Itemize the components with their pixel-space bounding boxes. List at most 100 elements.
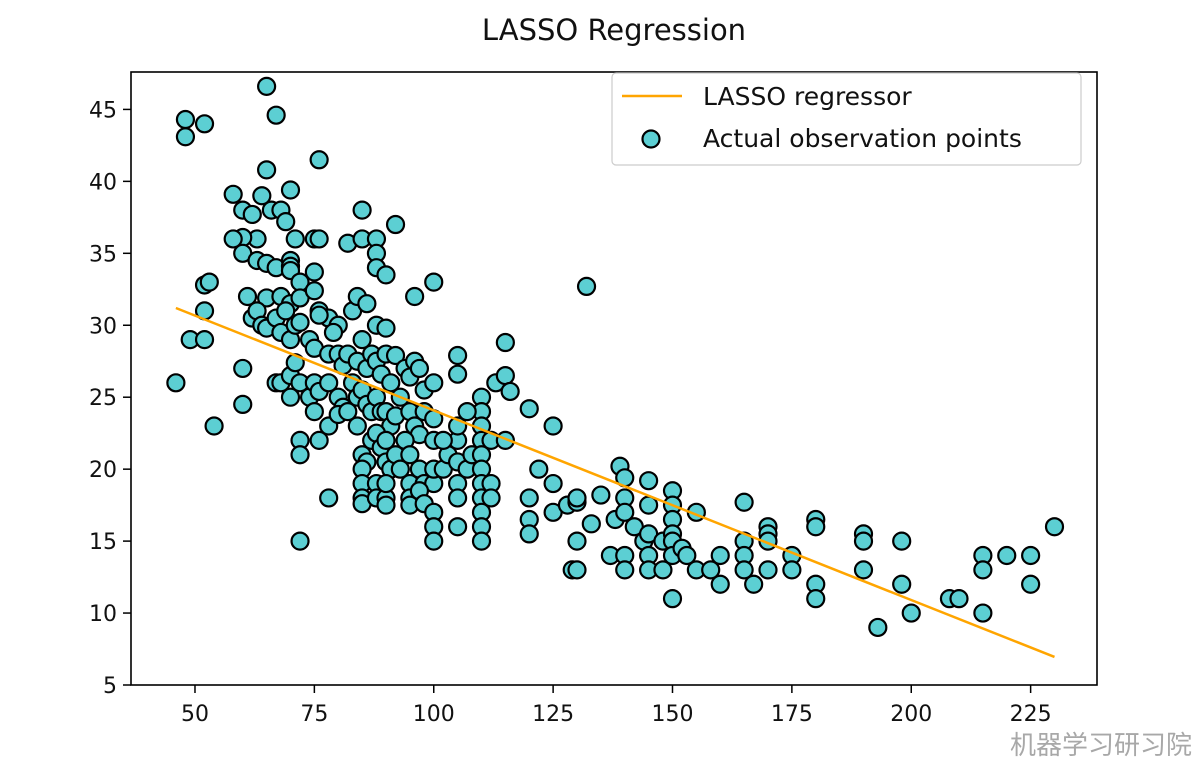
legend-label-points: Actual observation points xyxy=(703,124,1022,153)
y-tick-label: 30 xyxy=(89,314,117,339)
x-axis: 50 75 100 125 150 175 200 225 xyxy=(181,685,1052,727)
y-tick-label: 15 xyxy=(89,530,117,555)
data-point xyxy=(448,517,468,537)
data-point xyxy=(266,105,286,125)
data-point xyxy=(385,345,406,366)
data-point xyxy=(853,560,874,580)
data-point xyxy=(433,430,453,450)
data-point xyxy=(1021,545,1041,566)
data-point xyxy=(949,589,969,609)
data-point xyxy=(352,330,372,350)
y-tick-label: 25 xyxy=(89,386,117,411)
data-point xyxy=(223,229,243,249)
data-point xyxy=(653,560,673,580)
data-point xyxy=(376,473,396,494)
legend-label-line: LASSO regressor xyxy=(703,82,912,111)
data-point xyxy=(233,394,253,415)
data-point xyxy=(448,364,468,384)
data-point xyxy=(280,180,301,200)
data-point xyxy=(806,517,826,537)
data-point xyxy=(567,488,587,508)
data-point xyxy=(677,545,697,566)
data-point xyxy=(376,265,396,285)
data-point xyxy=(734,492,754,512)
data-point xyxy=(376,430,396,450)
data-point xyxy=(309,305,329,325)
data-point xyxy=(233,358,253,379)
data-point xyxy=(194,114,215,134)
x-tick-label: 100 xyxy=(413,702,455,727)
data-point xyxy=(782,560,802,580)
data-point xyxy=(290,312,310,332)
data-point xyxy=(973,603,993,623)
data-point xyxy=(701,560,721,580)
data-point xyxy=(997,545,1017,566)
data-point xyxy=(400,445,420,465)
data-point xyxy=(290,445,310,465)
data-point xyxy=(242,204,262,225)
x-tick-label: 75 xyxy=(300,702,328,727)
data-point xyxy=(252,186,272,206)
data-point xyxy=(304,401,324,422)
plot-marks xyxy=(166,76,1065,659)
y-axis: 5 10 15 20 25 30 35 40 45 xyxy=(89,98,131,699)
data-point xyxy=(194,330,215,350)
data-point xyxy=(710,574,730,594)
data-point xyxy=(639,471,659,491)
data-point xyxy=(615,502,635,522)
data-point xyxy=(758,560,778,580)
chart-title: LASSO Regression xyxy=(482,13,746,47)
data-point xyxy=(175,127,196,147)
data-point xyxy=(199,272,219,292)
legend: LASSO regressor Actual observation point… xyxy=(611,72,1082,166)
data-point xyxy=(352,200,372,220)
data-point xyxy=(576,276,597,297)
data-point xyxy=(662,589,683,609)
data-point xyxy=(519,399,539,419)
data-point xyxy=(276,212,296,232)
data-point xyxy=(323,322,344,343)
data-point xyxy=(319,373,339,393)
data-point xyxy=(710,545,730,566)
data-point xyxy=(357,294,377,314)
data-point xyxy=(257,160,277,180)
data-point xyxy=(319,488,339,508)
data-point xyxy=(744,574,764,594)
legend-marker-swatch xyxy=(641,129,661,149)
data-point xyxy=(347,416,367,436)
legend-box xyxy=(611,72,1082,166)
data-point xyxy=(892,531,912,551)
data-point xyxy=(901,603,921,623)
data-point xyxy=(734,560,754,580)
data-point xyxy=(309,229,329,249)
data-point xyxy=(424,531,444,551)
data-point xyxy=(543,473,563,494)
data-point xyxy=(529,459,549,479)
data-point xyxy=(309,150,329,170)
x-tick-label: 200 xyxy=(890,702,932,727)
data-point xyxy=(471,531,492,551)
data-point xyxy=(409,358,430,379)
data-point xyxy=(385,214,406,235)
data-point xyxy=(448,488,468,508)
y-tick-label: 20 xyxy=(89,458,117,483)
data-point xyxy=(309,430,329,450)
data-point xyxy=(304,281,324,301)
data-point xyxy=(448,345,468,366)
data-point xyxy=(892,574,912,594)
data-point xyxy=(390,459,410,479)
x-tick-label: 150 xyxy=(651,702,693,727)
data-point xyxy=(853,531,874,551)
data-point xyxy=(1021,574,1041,594)
data-point xyxy=(338,401,358,422)
data-point xyxy=(500,381,520,402)
data-point xyxy=(175,109,196,130)
data-point xyxy=(1044,517,1065,537)
data-point xyxy=(567,560,587,580)
data-point xyxy=(223,184,243,204)
data-point xyxy=(381,373,401,393)
data-point xyxy=(285,229,305,249)
data-point xyxy=(519,488,539,508)
data-point xyxy=(204,416,224,436)
